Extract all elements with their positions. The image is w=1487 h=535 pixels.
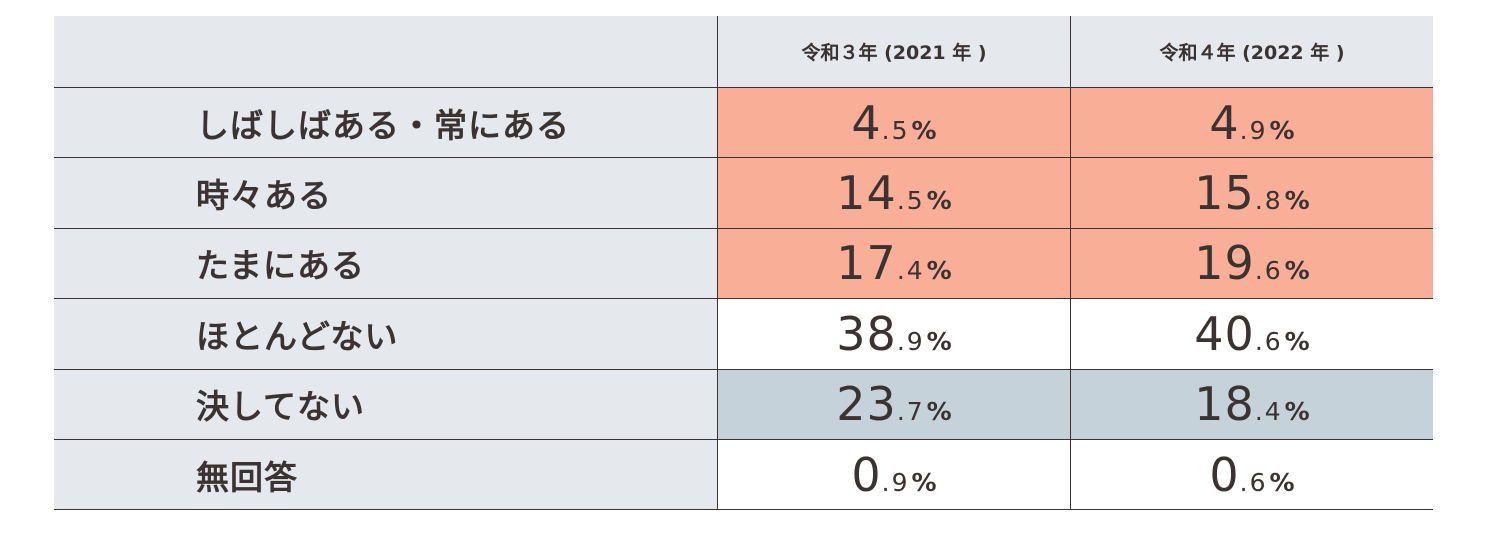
value-cell-2021: 17.4% [717,228,1070,299]
percent-value: 0.9% [851,448,936,502]
value-integer: 19 [1194,236,1255,291]
table-row: ほとんどない 38.9% 40.6% [54,299,1433,369]
table-rule [54,87,1433,88]
value-decimal: .4 [1254,397,1283,427]
value-integer: 17 [836,236,897,291]
percent-value: 15.8% [1194,166,1309,220]
table-rule [54,368,1433,370]
table-rule [54,298,1433,300]
table-row: 無回答 0.9% 0.6% [54,440,1433,510]
row-label: しばしばある・常にある [54,88,717,158]
value-cell-2022: 0.6% [1070,440,1433,510]
value-integer: 23 [836,377,897,432]
value-cell-2021: 14.5% [717,158,1070,228]
value-integer: 4 [1209,95,1240,150]
value-cell-2021: 0.9% [717,440,1070,510]
table-rule [54,157,1433,159]
row-label: 時々ある [54,158,717,228]
percent-value: 18.4% [1194,377,1309,431]
percent-value: 4.5% [851,96,936,150]
value-cell-2022: 4.9% [1070,88,1433,158]
value-decimal: .5 [896,186,925,216]
table-rule [54,227,1433,229]
percent-sign: % [926,186,952,216]
value-decimal: .6 [1254,256,1283,286]
value-cell-2021: 4.5% [717,88,1070,158]
table-row: しばしばある・常にある 4.5% 4.9% [54,88,1433,158]
value-decimal: .9 [1239,115,1268,145]
percent-value: 4.9% [1209,96,1294,150]
table-rule [54,509,1433,511]
value-integer: 38 [836,306,897,361]
value-decimal: .9 [896,326,925,356]
row-label: 決してない [54,369,717,439]
column-header-2022: 令和４年 (2022 年 ) [1070,16,1433,87]
percent-sign: % [926,326,952,356]
value-integer: 40 [1194,306,1255,361]
percent-sign: % [1284,326,1310,356]
header-row: 令和３年 (2021 年 ) 令和４年 (2022 年 ) [54,16,1433,87]
percent-value: 40.6% [1194,307,1309,361]
table-rule [54,439,1433,440]
value-decimal: .8 [1254,186,1283,216]
table-row: 決してない 23.7% 18.4% [54,369,1433,439]
value-decimal: .5 [881,115,910,145]
percent-value: 19.6% [1194,236,1309,290]
value-cell-2022: 19.6% [1070,228,1433,299]
value-cell-2022: 40.6% [1070,299,1433,369]
percent-value: 14.5% [836,166,951,220]
table-row: たまにある 17.4% 19.6% [54,228,1433,299]
value-integer: 18 [1194,377,1255,432]
value-decimal: .6 [1239,467,1268,497]
percent-sign: % [1284,186,1310,216]
value-cell-2021: 38.9% [717,299,1070,369]
percent-value: 23.7% [836,377,951,431]
value-decimal: .9 [881,467,910,497]
percent-sign: % [1269,467,1295,497]
percent-sign: % [1284,397,1310,427]
row-label: たまにある [54,228,717,299]
value-cell-2022: 15.8% [1070,158,1433,228]
value-cell-2021: 23.7% [717,369,1070,439]
row-label: 無回答 [54,440,717,510]
value-decimal: .7 [896,397,925,427]
header-blank-cell [54,16,717,87]
value-cell-2022: 18.4% [1070,369,1433,439]
value-integer: 0 [851,447,882,502]
percent-sign: % [911,467,937,497]
table-row: 時々ある 14.5% 15.8% [54,158,1433,228]
percent-sign: % [926,397,952,427]
percent-sign: % [911,115,937,145]
value-integer: 4 [851,95,882,150]
percent-sign: % [926,256,952,286]
value-integer: 15 [1194,166,1255,221]
row-label: ほとんどない [54,299,717,369]
percent-sign: % [1269,115,1295,145]
value-integer: 0 [1209,447,1240,502]
column-header-2021: 令和３年 (2021 年 ) [717,16,1070,87]
percent-value: 38.9% [836,307,951,361]
value-decimal: .6 [1254,326,1283,356]
value-decimal: .4 [896,256,925,286]
percent-value: 0.6% [1209,448,1294,502]
percent-value: 17.4% [836,236,951,290]
value-integer: 14 [836,166,897,221]
percent-sign: % [1284,256,1310,286]
